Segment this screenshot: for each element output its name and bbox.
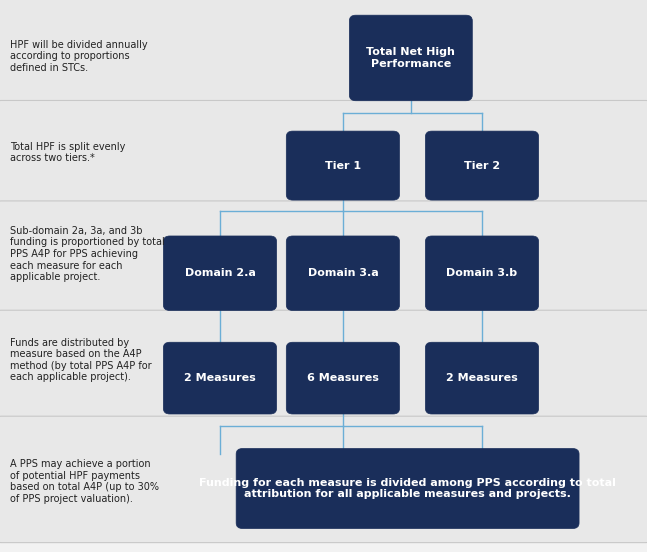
FancyBboxPatch shape <box>0 0 647 104</box>
FancyBboxPatch shape <box>349 15 472 100</box>
Text: Tier 2: Tier 2 <box>464 161 500 171</box>
FancyBboxPatch shape <box>163 236 276 310</box>
FancyBboxPatch shape <box>163 342 276 414</box>
FancyBboxPatch shape <box>0 416 647 543</box>
FancyBboxPatch shape <box>426 342 538 414</box>
Text: Sub-domain 2a, 3a, and 3b
funding is proportioned by total
PPS A4P for PPS achie: Sub-domain 2a, 3a, and 3b funding is pro… <box>10 226 164 282</box>
Text: 2 Measures: 2 Measures <box>446 373 518 383</box>
Text: 2 Measures: 2 Measures <box>184 373 256 383</box>
FancyBboxPatch shape <box>286 342 399 414</box>
FancyBboxPatch shape <box>0 201 647 314</box>
Text: Domain 3.a: Domain 3.a <box>307 268 378 278</box>
Text: HPF will be divided annually
according to proportions
defined in STCs.: HPF will be divided annually according t… <box>10 40 148 73</box>
FancyBboxPatch shape <box>0 100 647 204</box>
FancyBboxPatch shape <box>0 310 647 420</box>
FancyBboxPatch shape <box>236 448 579 529</box>
Text: Funding for each measure is divided among PPS according to total
attribution for: Funding for each measure is divided amon… <box>199 477 616 500</box>
FancyBboxPatch shape <box>286 236 399 310</box>
Text: 6 Measures: 6 Measures <box>307 373 379 383</box>
FancyBboxPatch shape <box>426 131 538 200</box>
Text: Domain 3.b: Domain 3.b <box>446 268 518 278</box>
FancyBboxPatch shape <box>286 131 399 200</box>
Text: Total HPF is split evenly
across two tiers.*: Total HPF is split evenly across two tie… <box>10 141 125 163</box>
Text: Tier 1: Tier 1 <box>325 161 361 171</box>
Text: A PPS may achieve a portion
of potential HPF payments
based on total A4P (up to : A PPS may achieve a portion of potential… <box>10 459 159 504</box>
Text: Domain 2.a: Domain 2.a <box>184 268 256 278</box>
Text: Funds are distributed by
measure based on the A4P
method (by total PPS A4P for
e: Funds are distributed by measure based o… <box>10 337 151 383</box>
FancyBboxPatch shape <box>426 236 538 310</box>
Text: Total Net High
Performance: Total Net High Performance <box>366 47 455 69</box>
